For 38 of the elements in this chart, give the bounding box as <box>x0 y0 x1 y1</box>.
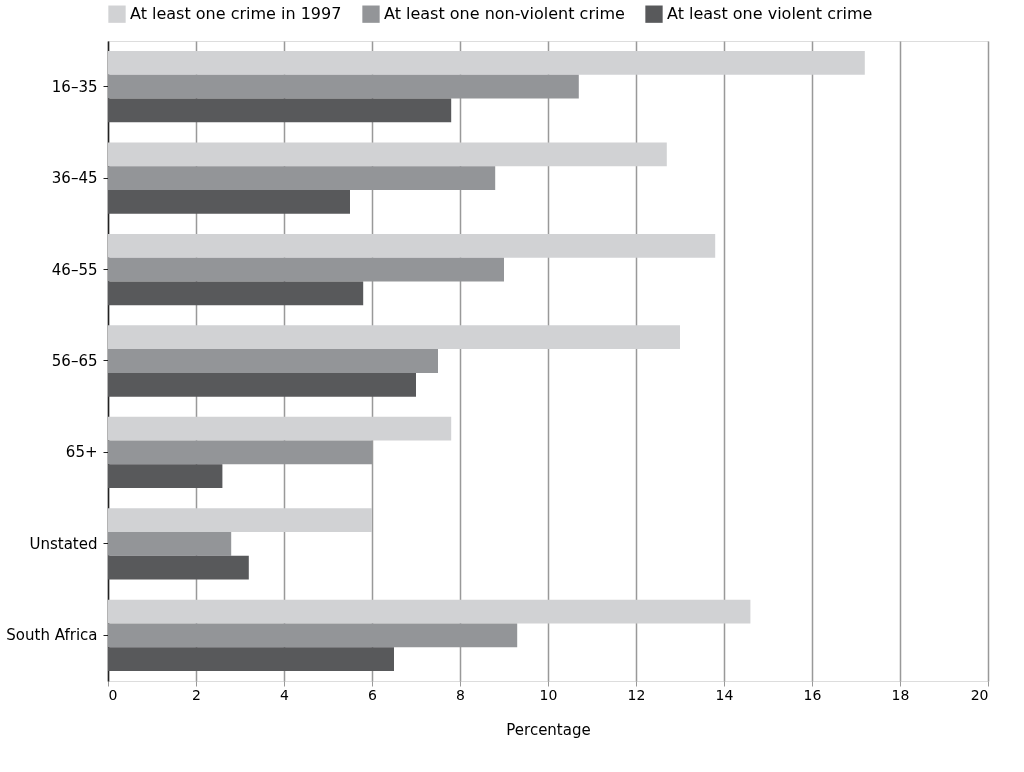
bar <box>108 531 232 556</box>
bar <box>108 647 394 671</box>
bar <box>108 349 438 373</box>
y-tick-label: 16–35 <box>51 77 98 96</box>
bar <box>108 51 865 75</box>
bar <box>108 555 249 580</box>
legend-label: At least one non-violent crime <box>384 4 625 24</box>
x-tick-label: 0 <box>108 686 118 703</box>
bar <box>108 142 667 167</box>
x-tick-label: 2 <box>192 686 201 703</box>
bar <box>108 416 452 441</box>
y-tick-label: South Africa <box>6 626 98 645</box>
x-tick-label: 20 <box>970 686 989 703</box>
legend-label: At least one crime in 1997 <box>130 4 342 24</box>
bar <box>108 233 716 258</box>
x-tick-label: 16 <box>803 686 822 703</box>
bar <box>108 599 751 624</box>
bar <box>108 325 680 350</box>
bar <box>108 508 372 532</box>
legend-label: At least one violent crime <box>667 4 873 24</box>
x-tick-label: 8 <box>456 686 465 703</box>
bar <box>108 98 452 123</box>
x-tick-label: 6 <box>368 686 378 703</box>
bar <box>108 464 223 489</box>
y-tick-label: Unstated <box>29 534 98 553</box>
x-tick-label: 10 <box>539 686 558 703</box>
y-tick-label: 46–55 <box>51 260 98 279</box>
bar <box>108 372 416 397</box>
x-axis-title: Percentage <box>506 720 591 739</box>
x-tick-label: 18 <box>891 686 910 703</box>
bar <box>108 190 350 214</box>
x-tick-label: 12 <box>627 686 646 703</box>
x-tick-label: 14 <box>715 686 734 703</box>
y-tick-label: 36–45 <box>51 169 98 188</box>
y-tick-label: 65+ <box>65 443 98 462</box>
y-tick-label: 56–65 <box>51 352 98 370</box>
x-tick-label: 4 <box>280 686 290 703</box>
bar <box>108 281 364 306</box>
